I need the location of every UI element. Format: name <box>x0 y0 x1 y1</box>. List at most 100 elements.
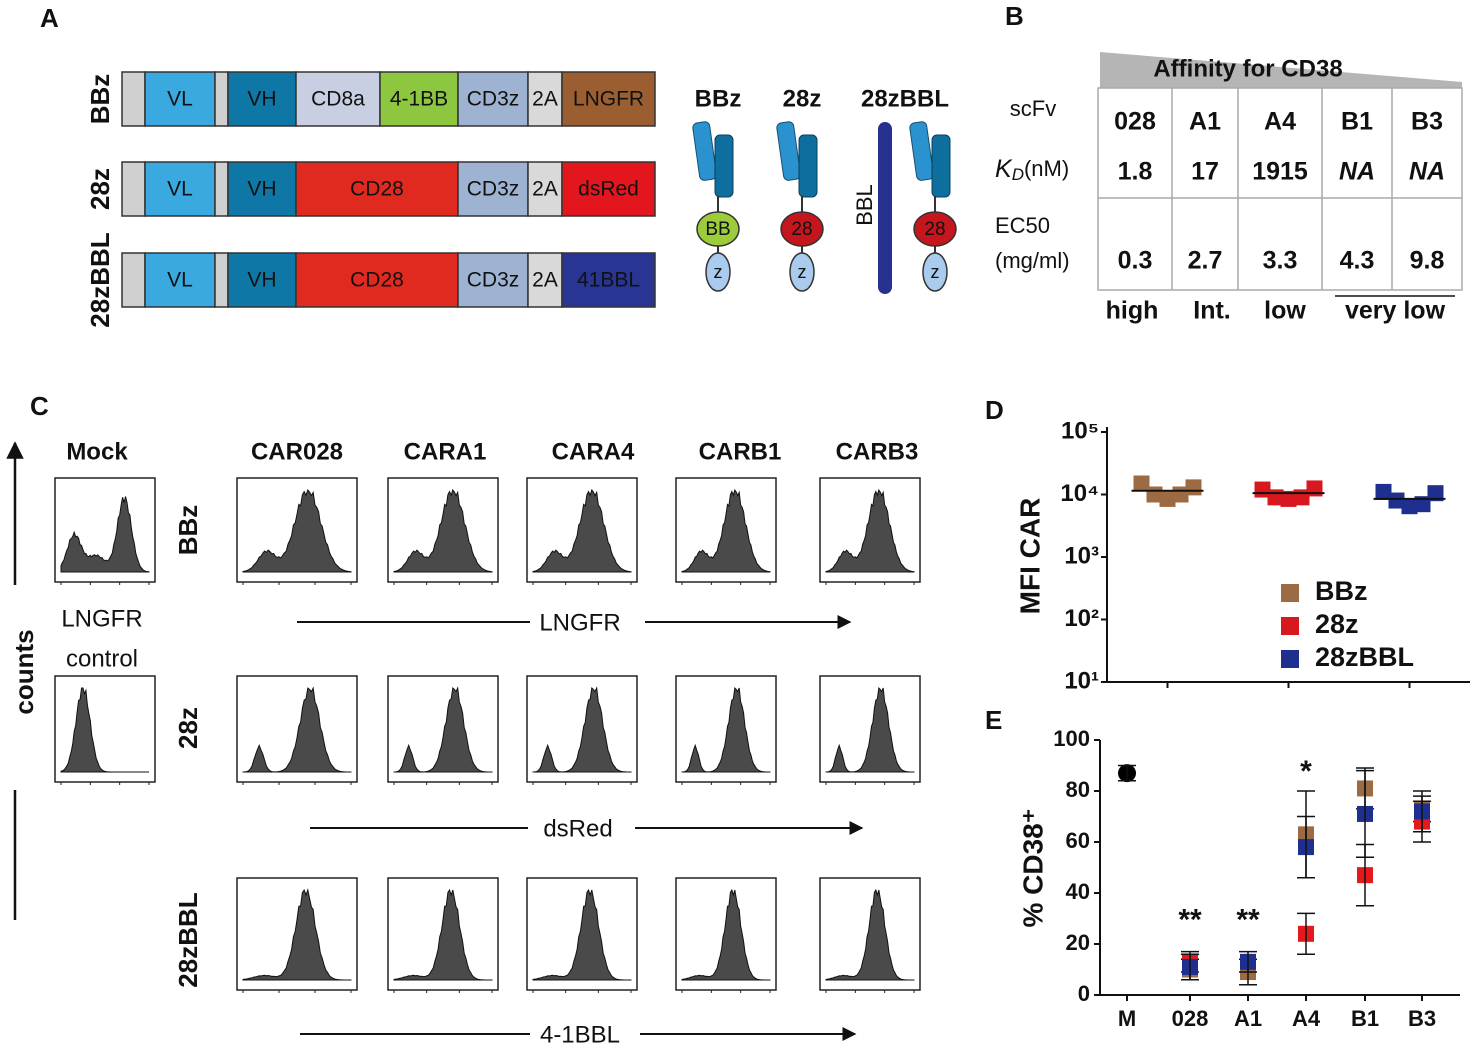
ec50-value: 9.8 <box>1410 247 1445 275</box>
histogram <box>532 686 632 773</box>
ec50-value: 0.3 <box>1118 247 1153 275</box>
segment-label: LNGFR <box>573 88 644 111</box>
column-header: CARA1 <box>404 438 487 465</box>
data-point <box>1375 483 1392 500</box>
counts-label: counts <box>9 629 39 714</box>
receptor-label: 28z <box>783 85 822 112</box>
construct-segment <box>214 71 229 127</box>
histogram <box>825 686 915 773</box>
significance: ** <box>1236 904 1260 937</box>
scfv-name: 028 <box>1114 108 1156 136</box>
data-point <box>1427 485 1444 502</box>
construct-segment <box>295 161 459 217</box>
ligand <box>878 122 892 294</box>
zeta-domain <box>789 252 815 292</box>
scfv-name: B1 <box>1341 108 1373 136</box>
y-tick-label: 10⁵ <box>1061 417 1099 444</box>
construct-segment <box>227 161 297 217</box>
histogram <box>532 888 632 981</box>
y-tick-label: 100 <box>1053 726 1090 751</box>
histogram <box>393 686 493 773</box>
segment-label: VH <box>247 269 276 292</box>
y-tick-label: 10¹ <box>1064 667 1099 694</box>
legend-swatch <box>1281 584 1299 602</box>
segment-label: CD8a <box>311 88 365 111</box>
affinity-class: very low <box>1345 297 1446 325</box>
y-tick-label: 20 <box>1066 930 1090 955</box>
histogram <box>242 489 352 573</box>
construct-segment <box>214 161 229 217</box>
construct-label: 28z <box>85 168 115 210</box>
affinity-class: high <box>1106 297 1159 325</box>
kd-value: 1915 <box>1252 158 1308 186</box>
zeta-domain <box>922 252 948 292</box>
y-axis-title: MFI CAR <box>1014 498 1045 615</box>
y-axis-title: % CD38⁺ <box>1017 808 1048 927</box>
segment-label: 2A <box>532 178 558 201</box>
scfv-heavy <box>798 134 818 198</box>
histogram <box>60 687 149 773</box>
segment-label: 41BBL <box>577 269 640 292</box>
y-tick-label: 80 <box>1066 777 1090 802</box>
scfv-light <box>776 121 801 181</box>
domain-label: z <box>714 262 723 282</box>
segment-label: CD28 <box>350 269 404 292</box>
column-header: CAR028 <box>251 438 343 465</box>
marker-label: dsRed <box>543 815 612 842</box>
column-header: CARA4 <box>552 438 635 465</box>
ec50-value: 3.3 <box>1263 247 1298 275</box>
segment-label: VL <box>167 178 193 201</box>
construct-segment <box>295 71 381 127</box>
histogram <box>681 686 771 773</box>
construct-segment <box>295 252 459 308</box>
panel-label: C <box>30 391 49 421</box>
construct-label: 28zBBL <box>85 232 115 327</box>
scfv-name: A1 <box>1189 108 1221 136</box>
x-tick-label: B3 <box>1408 1006 1436 1031</box>
data-point <box>1388 492 1405 509</box>
affinity-banner <box>1100 52 1462 88</box>
row-header: (mg/ml) <box>995 248 1070 273</box>
significance: * <box>1300 755 1312 788</box>
y-tick-label: 0 <box>1078 981 1090 1006</box>
legend-swatch <box>1281 617 1299 635</box>
scfv-light <box>909 121 934 181</box>
segment-label: CD3z <box>467 178 520 201</box>
row-header: scFv <box>1010 96 1056 121</box>
histogram <box>825 888 915 981</box>
panel-label: A <box>40 3 59 33</box>
significance: ** <box>1178 904 1202 937</box>
scfv-heavy <box>714 134 734 198</box>
histogram <box>393 888 493 981</box>
kd-unit: (nM) <box>1024 156 1069 181</box>
row-label: BBz <box>173 505 203 556</box>
legend-swatch <box>1281 650 1299 668</box>
histogram <box>825 488 915 573</box>
construct-segment <box>121 252 146 308</box>
kd-value: 17 <box>1191 158 1219 186</box>
histogram <box>532 488 632 573</box>
row-label: 28z <box>173 707 203 749</box>
segment-label: VH <box>247 88 276 111</box>
kd-value: NA <box>1409 158 1445 186</box>
receptor-label: 28zBBL <box>861 85 949 112</box>
y-tick-label: 40 <box>1066 879 1090 904</box>
segment-label: VL <box>167 269 193 292</box>
histogram <box>681 488 771 573</box>
domain-label: z <box>931 262 940 282</box>
histogram <box>393 488 493 573</box>
segment-label: 4-1BB <box>390 88 448 111</box>
segment-label: VH <box>247 178 276 201</box>
construct-segment <box>121 161 146 217</box>
legend-label: 28zBBL <box>1315 642 1414 672</box>
scfv-name: B3 <box>1411 108 1443 136</box>
x-tick-label: 028 <box>1172 1006 1209 1031</box>
ec50-value: 2.7 <box>1188 247 1223 275</box>
ligand-label: BBL <box>852 184 877 226</box>
construct-segment <box>121 71 146 127</box>
control-label: control <box>66 645 138 672</box>
scfv-light <box>692 121 717 181</box>
domain-label: z <box>798 262 807 282</box>
construct-segment <box>561 71 656 127</box>
